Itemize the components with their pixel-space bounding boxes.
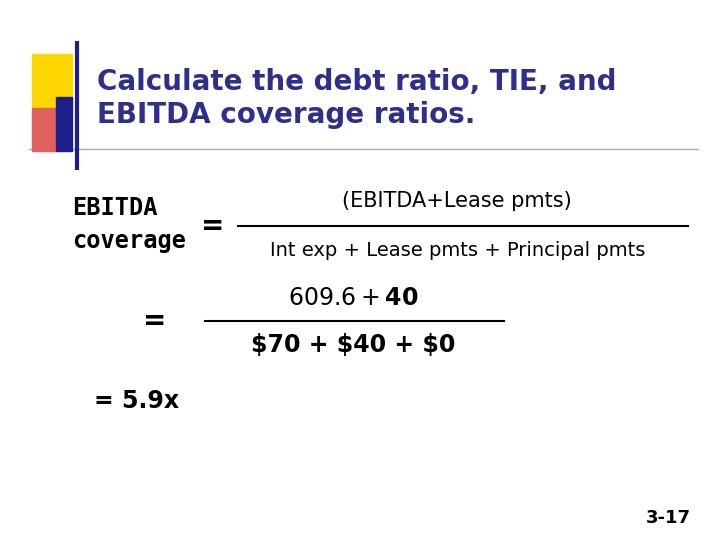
Text: $70 + $40 + $0: $70 + $40 + $0 — [251, 333, 455, 356]
Text: = 5.9x: = 5.9x — [94, 389, 179, 413]
Text: Calculate the debt ratio, TIE, and: Calculate the debt ratio, TIE, and — [97, 68, 617, 96]
Text: (EBITDA+Lease pmts): (EBITDA+Lease pmts) — [342, 191, 572, 211]
Text: 3-17: 3-17 — [647, 509, 691, 528]
Text: =: = — [201, 212, 224, 240]
Text: $609.6 + $40: $609.6 + $40 — [287, 286, 418, 310]
Text: EBITDA: EBITDA — [72, 196, 158, 220]
Text: EBITDA coverage ratios.: EBITDA coverage ratios. — [97, 101, 476, 129]
Text: Int exp + Lease pmts + Principal pmts: Int exp + Lease pmts + Principal pmts — [269, 240, 645, 260]
Text: =: = — [143, 307, 166, 335]
Text: coverage: coverage — [72, 230, 186, 253]
